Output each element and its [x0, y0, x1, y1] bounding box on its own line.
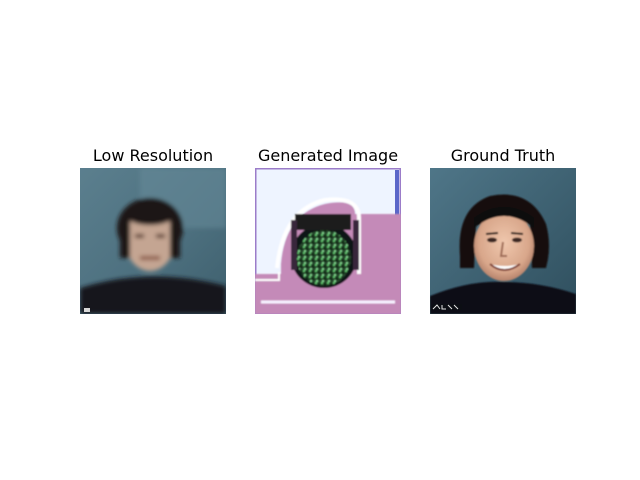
generated-image — [255, 168, 401, 314]
panel-ground-truth: Ground Truth — [430, 143, 576, 314]
panel-title-low-resolution: Low Resolution — [92, 146, 214, 165]
panel-title-generated-image: Generated Image — [257, 146, 399, 165]
panel-title-ground-truth: Ground Truth — [450, 146, 556, 165]
panel-generated-image: Generated Image — [255, 143, 401, 314]
ground-truth-image — [430, 168, 576, 314]
panel-low-resolution: Low Resolution — [80, 143, 226, 314]
low-resolution-image — [80, 168, 226, 314]
